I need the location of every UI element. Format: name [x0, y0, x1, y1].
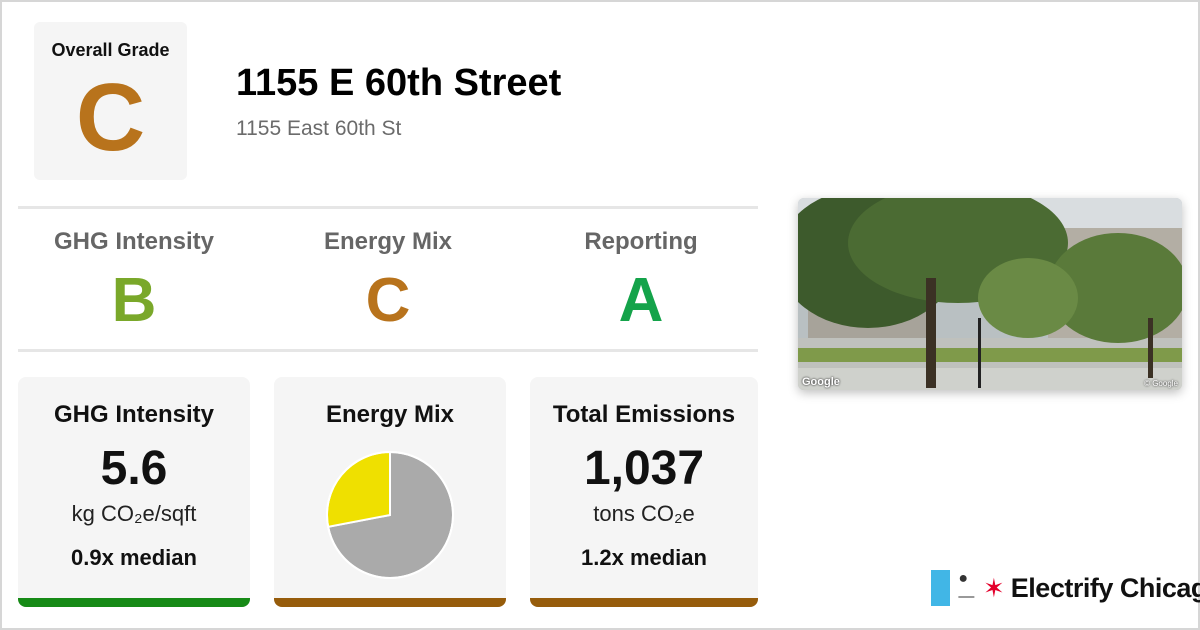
- overall-grade-box: Overall Grade C: [34, 22, 187, 180]
- total-emissions-value: 1,037: [583, 442, 705, 495]
- street-view-image: [798, 198, 1182, 390]
- ghg-intensity-unit: kg CO₂e/sqft: [71, 501, 197, 526]
- building-address: 1155 East 60th St: [236, 117, 402, 140]
- grade-label: Reporting: [584, 228, 698, 255]
- grade-letter: A: [618, 266, 664, 335]
- card-status-bar: [530, 598, 758, 607]
- divider: [18, 349, 758, 352]
- ghg-median-comparison: 0.9x median: [71, 545, 197, 570]
- grade-label: Energy Mix: [323, 228, 453, 255]
- building-name: 1155 E 60th Street: [236, 62, 562, 104]
- total-emissions-card: Total Emissions 1,037 tons CO₂e 1.2x med…: [530, 377, 758, 607]
- divider: [18, 206, 758, 209]
- emissions-median-comparison: 1.2x median: [581, 545, 707, 570]
- grade-ghg-intensity: GHG Intensity B: [14, 228, 254, 332]
- card-status-bar: [274, 598, 506, 607]
- chicago-flag-stripe: [931, 570, 951, 606]
- grade-label: GHG Intensity: [53, 228, 215, 255]
- pie-outline: [326, 451, 454, 579]
- energy-mix-pie-chart: [326, 450, 454, 579]
- ghg-intensity-card: GHG Intensity 5.6 kg CO₂e/sqft 0.9x medi…: [18, 377, 250, 607]
- google-watermark: Google: [802, 376, 840, 388]
- card-title: Energy Mix: [325, 401, 455, 428]
- grade-reporting: Reporting A: [521, 228, 761, 332]
- street-view-photo: Google © Google: [798, 198, 1182, 390]
- brand-name: Electrify Chicago: [1010, 572, 1200, 603]
- electrify-chicago-logo[interactable]: ●— ✶ Electrify Chicago: [931, 569, 1200, 607]
- card-title: Total Emissions: [552, 401, 736, 428]
- card-title: GHG Intensity: [53, 401, 215, 428]
- grade-letter: C: [365, 266, 411, 335]
- total-emissions-unit: tons CO₂e: [593, 501, 695, 526]
- chicago-star-icon: ✶: [983, 573, 1005, 603]
- overall-grade-letter: C: [75, 64, 146, 171]
- energy-mix-card: Energy Mix: [274, 377, 506, 607]
- overall-grade-label: Overall Grade: [51, 40, 170, 60]
- grade-energy-mix: Energy Mix C: [268, 228, 508, 332]
- grade-letter: B: [111, 266, 157, 335]
- card-status-bar: [18, 598, 250, 607]
- ghg-intensity-value: 5.6: [100, 442, 168, 495]
- google-copyright: © Google: [1144, 379, 1178, 388]
- plug-icon: ●—: [958, 570, 975, 605]
- pie-slice-1: [326, 450, 391, 528]
